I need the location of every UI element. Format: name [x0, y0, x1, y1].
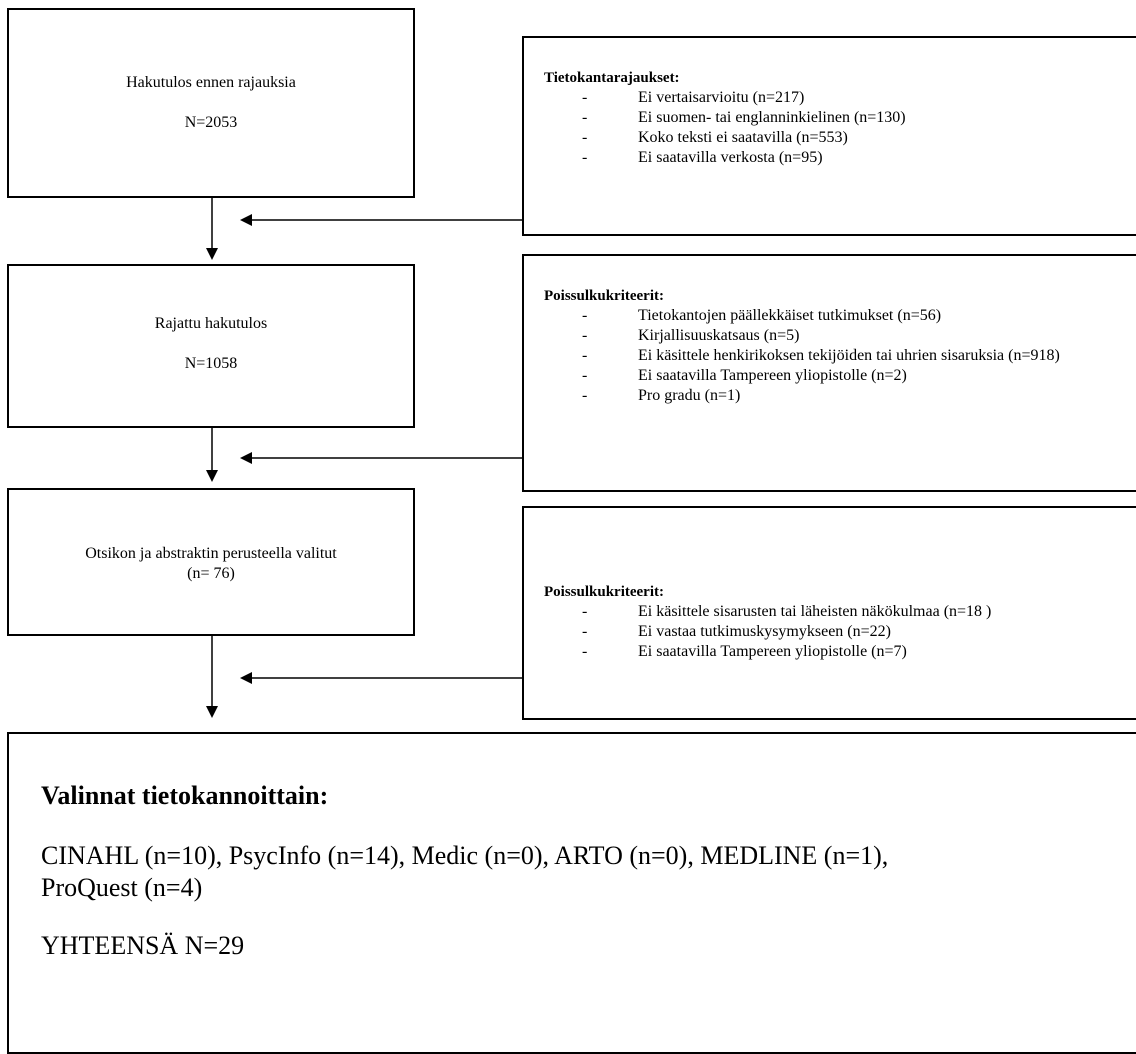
- list-item: - Ei vastaa tutkimuskysymykseen (n=22): [582, 623, 891, 640]
- list-item: - Tietokantojen päällekkäiset tutkimukset…: [582, 307, 942, 324]
- selected-count: (n= 76): [187, 565, 235, 582]
- bullet-dash: -: [582, 347, 588, 364]
- limited-result-count: N=1058: [184, 355, 238, 372]
- list-item: - Ei saatavilla Tampereen yliopistolle (n…: [582, 643, 907, 660]
- bullet-dash: -: [582, 129, 588, 146]
- selected-box: Otsikon ja abstraktin perusteella valitu…: [7, 488, 415, 636]
- limited-result-box: Rajattu hakutulos N=1058: [7, 264, 415, 428]
- bullet-dash: -: [582, 387, 588, 404]
- selected-title: Otsikon ja abstraktin perusteella valitu…: [85, 545, 337, 562]
- search-result-title: Hakutulos ennen rajauksia: [126, 74, 296, 91]
- list-item: - Kirjallisuuskatsaus (n=5): [582, 327, 800, 344]
- final-total: YHTEENSÄ N=29: [41, 931, 245, 960]
- bullet-dash: -: [582, 367, 588, 384]
- final-selection-box: Valinnat tietokannoittain: CINAHL (n=10)…: [7, 732, 1136, 1054]
- exclusion-heading-1: Poissulkukriteerit:: [544, 288, 664, 304]
- search-result-count: N=2053: [184, 114, 238, 131]
- list-item: - Ei suomen- tai englanninkielinen (n=130…: [582, 109, 906, 126]
- list-item: - Pro gradu (n=1): [582, 387, 741, 404]
- bullet-dash: -: [582, 89, 588, 106]
- bullet-dash: -: [582, 643, 588, 660]
- list-item: - Ei käsittele henkirikoksen tekijöiden t…: [582, 347, 1060, 364]
- list-item: - Ei saatavilla Tampereen yliopistolle (n…: [582, 367, 907, 384]
- exclusion-box-1: Poissulkukriteerit: - Tietokantojen pääll…: [522, 254, 1136, 492]
- list-item: - Koko teksti ei saatavilla (n=553): [582, 129, 848, 146]
- final-title: Valinnat tietokannoittain:: [41, 781, 329, 810]
- limited-result-title: Rajattu hakutulos: [154, 315, 268, 332]
- database-limits-heading: Tietokantarajaukset:: [544, 70, 680, 86]
- bullet-dash: -: [582, 623, 588, 640]
- exclusion-box-2: Poissulkukriteerit: - Ei käsittele sisaru…: [522, 506, 1136, 720]
- bullet-dash: -: [582, 327, 588, 344]
- bullet-dash: -: [582, 603, 588, 620]
- bullet-dash: -: [582, 109, 588, 126]
- final-databases: CINAHL (n=10), PsycInfo (n=14), Medic (n…: [41, 841, 889, 902]
- list-item: - Ei käsittele sisarusten tai läheisten n…: [582, 603, 992, 620]
- exclusion-heading-2: Poissulkukriteerit:: [544, 584, 664, 600]
- list-item: - Ei saatavilla verkosta (n=95): [582, 149, 823, 166]
- bullet-dash: -: [582, 307, 588, 324]
- list-item: - Ei vertaisarvioitu (n=217): [582, 89, 805, 106]
- database-limits-box: Tietokantarajaukset: - Ei vertaisarvioitu…: [522, 36, 1136, 236]
- search-result-box: Hakutulos ennen rajauksia N=2053: [7, 8, 415, 198]
- bullet-dash: -: [582, 149, 588, 166]
